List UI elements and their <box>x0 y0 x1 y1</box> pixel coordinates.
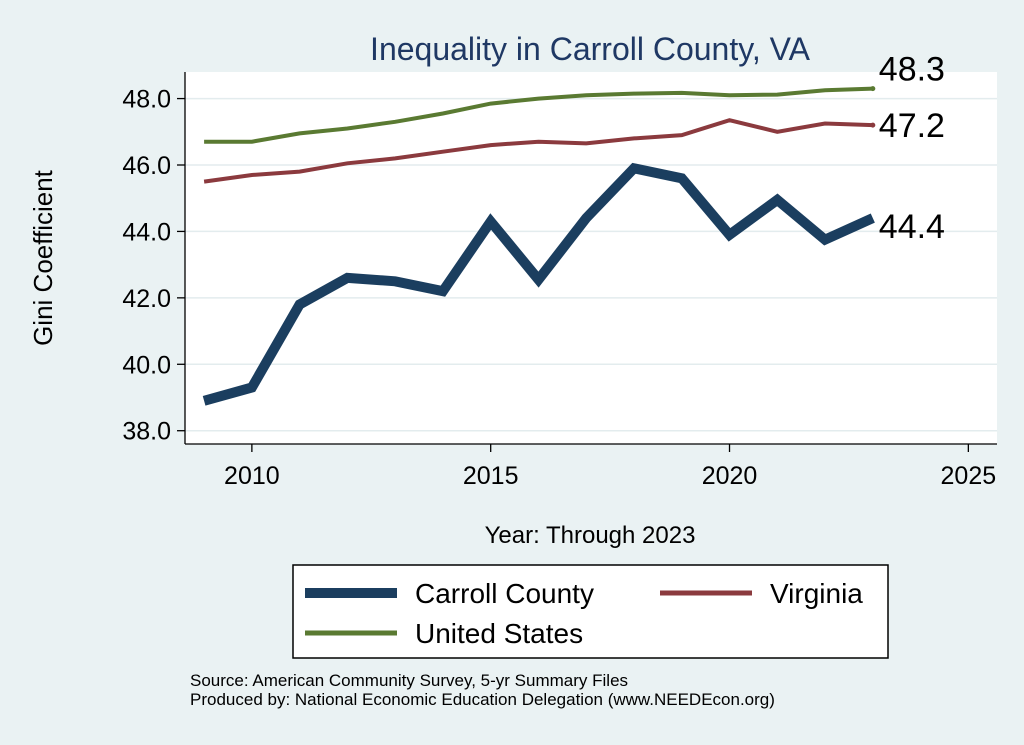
series-line-carroll-county <box>202 162 875 406</box>
end-label-virginia: 47.2 <box>879 107 945 145</box>
x-tick-label: 2010 <box>224 462 280 490</box>
y-tick-label: 48.0 <box>122 86 171 114</box>
y-axis-label: Gini Coefficient <box>28 169 58 346</box>
series-end-point-united-states <box>870 86 876 92</box>
source-text: Source: American Community Survey, 5-yr … <box>190 671 629 690</box>
series-lines <box>202 86 876 406</box>
series-end-point-virginia <box>870 122 876 128</box>
y-tick-label: 44.0 <box>122 218 171 246</box>
y-tick-label: 40.0 <box>122 351 171 379</box>
axes: 38.0 40.0 42.0 44.0 46.0 48.0 2010 2015 2020 2025 <box>122 72 997 490</box>
legend-label-united-states: United States <box>415 618 583 649</box>
legend-box <box>292 564 889 659</box>
end-label-carroll-county: 44.4 <box>879 208 945 246</box>
x-tick-label: 2015 <box>463 462 519 490</box>
series-line-virginia <box>203 118 873 184</box>
x-tick-label: 2025 <box>941 462 997 490</box>
x-axis-label: Year: Through 2023 <box>485 522 696 549</box>
legend-label-virginia: Virginia <box>770 578 863 609</box>
chart-title: Inequality in Carroll County, VA <box>370 31 811 67</box>
plot-area <box>185 72 997 444</box>
legend-items: Carroll County Virginia United States <box>305 578 863 649</box>
legend: Carroll County Virginia United States <box>292 564 889 659</box>
source-block: Source: American Community Survey, 5-yr … <box>190 671 775 709</box>
end-labels: 48.3 47.2 44.4 <box>879 51 945 247</box>
series-line-united-states <box>204 86 873 144</box>
produced-by-text: Produced by: National Economic Education… <box>190 690 775 709</box>
x-tick-label: 2020 <box>702 462 758 490</box>
legend-label-carroll-county: Carroll County <box>415 578 594 609</box>
y-tick-label: 42.0 <box>122 285 171 313</box>
y-tick-label: 38.0 <box>122 418 171 446</box>
end-label-united-states: 48.3 <box>879 51 945 89</box>
y-tick-label: 46.0 <box>122 152 171 180</box>
